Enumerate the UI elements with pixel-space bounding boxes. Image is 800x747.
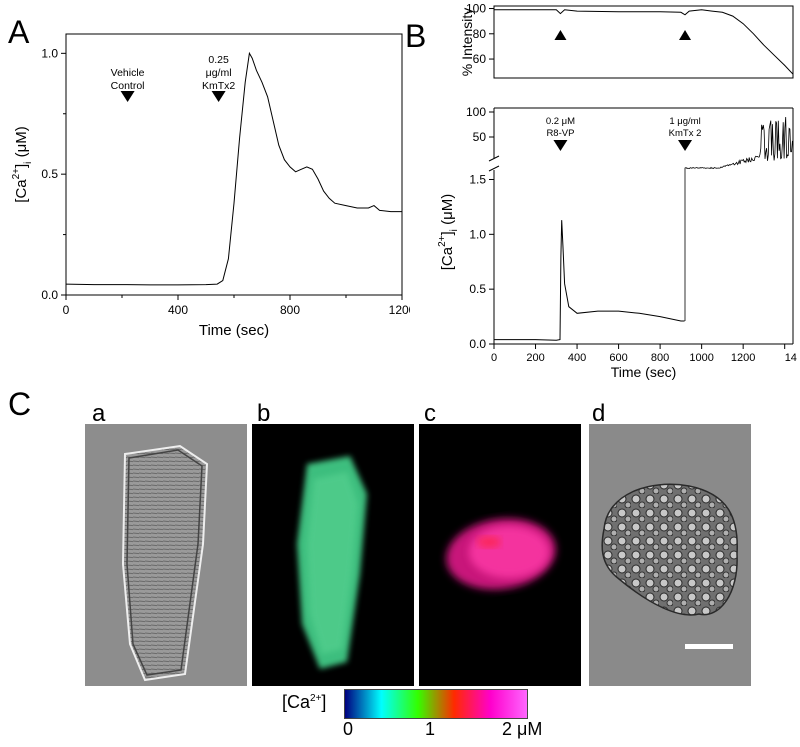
x-axis-label: Time (sec) bbox=[611, 364, 677, 380]
x-tick-label: 1000 bbox=[689, 352, 713, 364]
x-tick-label: 800 bbox=[651, 352, 669, 364]
y-tick-label: 80 bbox=[473, 27, 487, 41]
x-axis-label: Time (sec) bbox=[199, 322, 269, 339]
x-tick-label: 0 bbox=[63, 303, 70, 317]
panel-letter-b: B bbox=[405, 18, 427, 54]
y-tick-label: 100 bbox=[466, 2, 486, 16]
micrograph-a bbox=[85, 424, 247, 686]
y-tick-label: 50 bbox=[473, 130, 487, 144]
y-tick-label: 1.0 bbox=[41, 46, 58, 60]
colorbar-label: [Ca2+] bbox=[282, 692, 327, 712]
y-tick-label: 0.5 bbox=[469, 282, 486, 296]
bottom-series-line bbox=[494, 220, 685, 341]
top-marker bbox=[679, 30, 692, 40]
annotation-text: R8-VP bbox=[546, 128, 574, 139]
y-tick-label: 1.5 bbox=[469, 172, 486, 186]
annotation-marker bbox=[211, 91, 226, 102]
axis-break bbox=[488, 155, 500, 162]
x-tick-label: 1200 bbox=[389, 303, 410, 317]
x-tick-label: 600 bbox=[609, 352, 627, 364]
annotation-marker bbox=[120, 91, 135, 102]
x-tick-label: 400 bbox=[168, 303, 188, 317]
image-letter-a: a bbox=[92, 400, 106, 427]
annotation-text: μg/ml bbox=[206, 67, 232, 79]
annotation-text: 0.2 μM bbox=[546, 116, 575, 127]
bottom-y-axis-label: [Ca2+]i (μM) bbox=[437, 194, 460, 270]
bottom-series-spikes bbox=[684, 116, 793, 321]
image-letter-c: c bbox=[424, 400, 436, 427]
axis-break bbox=[488, 165, 500, 172]
annotation-text: KmTx2 bbox=[202, 80, 235, 92]
y-tick-label: 100 bbox=[466, 105, 486, 119]
chart-a: 0 400 800 1200 0.0 0.5 1.0 Time (sec) [Ca2+]i (μ… bbox=[11, 33, 410, 339]
image-letter-b: b bbox=[257, 400, 271, 427]
top-marker bbox=[554, 30, 567, 40]
x-tick-label: 400 bbox=[568, 352, 586, 364]
panel-letter-a: A bbox=[8, 14, 30, 50]
x-tick-label: 800 bbox=[280, 303, 300, 317]
top-series-line bbox=[494, 9, 794, 75]
colorbar-tick-1: 1 bbox=[425, 719, 436, 739]
image-letter-d: d bbox=[592, 400, 606, 427]
colorbar-tick-0: 0 bbox=[343, 719, 354, 739]
annotation-marker bbox=[553, 140, 568, 151]
top-y-axis-label: % Intensity bbox=[459, 8, 475, 76]
y-tick-label: 0.5 bbox=[41, 167, 58, 181]
annotation-text: 0.25 bbox=[208, 54, 229, 66]
annotation-text: KmTx 2 bbox=[669, 128, 702, 139]
x-tick-label: 14 bbox=[785, 352, 797, 364]
x-tick-label: 1200 bbox=[731, 352, 755, 364]
annotation-marker bbox=[678, 140, 693, 151]
colorbar-tick-2: 2 μM bbox=[502, 719, 543, 739]
colorbar bbox=[344, 689, 528, 719]
micrograph-d bbox=[589, 424, 751, 686]
series-line bbox=[65, 51, 402, 286]
annotation-text: Control bbox=[111, 80, 145, 92]
y-tick-label: 0.0 bbox=[469, 337, 486, 351]
x-tick-label: 200 bbox=[526, 352, 544, 364]
micrograph-c bbox=[419, 424, 581, 686]
annotation-text: 1 μg/ml bbox=[669, 116, 700, 127]
micrograph-b bbox=[252, 424, 414, 686]
scale-bar bbox=[685, 644, 733, 649]
annotation-text: Vehicle bbox=[111, 67, 145, 79]
top-plot-frame bbox=[493, 5, 794, 79]
y-tick-label: 0.0 bbox=[41, 288, 58, 302]
panel-letter-c: C bbox=[8, 386, 32, 422]
x-tick-label: 0 bbox=[491, 352, 497, 364]
y-axis-label: [Ca2+]i (μM) bbox=[11, 126, 34, 202]
y-tick-label: 1.0 bbox=[469, 227, 486, 241]
y-tick-label: 60 bbox=[473, 52, 487, 66]
